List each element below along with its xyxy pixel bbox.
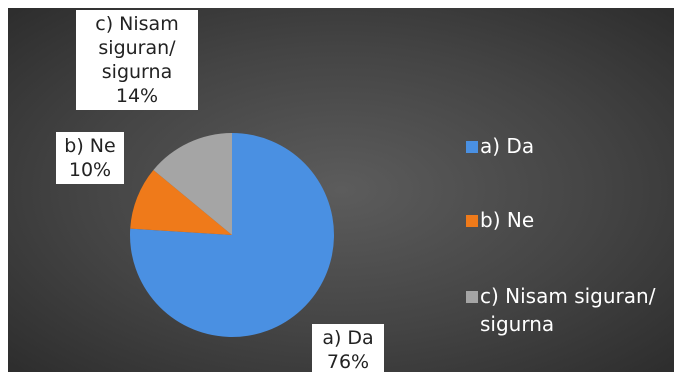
- legend-label-c: c) Nisam siguran/ sigurna: [480, 284, 656, 336]
- data-label-a-value: 76%: [326, 351, 370, 373]
- data-label-c-line1: c) Nisam: [95, 13, 179, 35]
- legend-item-a: a) Da: [466, 132, 666, 160]
- data-label-b-value: 10%: [68, 159, 112, 181]
- data-label-c: c) Nisam siguran/ sigurna 14%: [76, 10, 198, 110]
- legend-swatch-b: [466, 215, 478, 227]
- legend-swatch-a: [466, 141, 478, 153]
- data-label-b: b) Ne 10%: [56, 132, 124, 184]
- pie-slice-b: [130, 169, 232, 235]
- pie-plot-area: [130, 133, 334, 337]
- pie-slice-c: [153, 133, 232, 235]
- data-label-c-line3: sigurna: [101, 61, 173, 83]
- legend-label-a: a) Da: [480, 134, 535, 158]
- pie-slice-a: [130, 133, 334, 337]
- legend-label-b: b) Ne: [480, 208, 535, 232]
- data-label-b-line1: b) Ne: [64, 135, 116, 157]
- data-label-a-line1: a) Da: [322, 327, 374, 349]
- legend-item-b: b) Ne: [466, 206, 666, 234]
- data-label-a: a) Da 76%: [312, 324, 384, 376]
- data-label-c-value: 14%: [115, 85, 159, 107]
- data-label-c-line2: siguran/: [98, 37, 176, 59]
- legend-swatch-c: [466, 291, 478, 303]
- pie-chart: c) Nisam siguran/ sigurna 14% b) Ne 10% …: [8, 8, 674, 376]
- legend-item-c: c) Nisam siguran/ sigurna: [466, 282, 666, 342]
